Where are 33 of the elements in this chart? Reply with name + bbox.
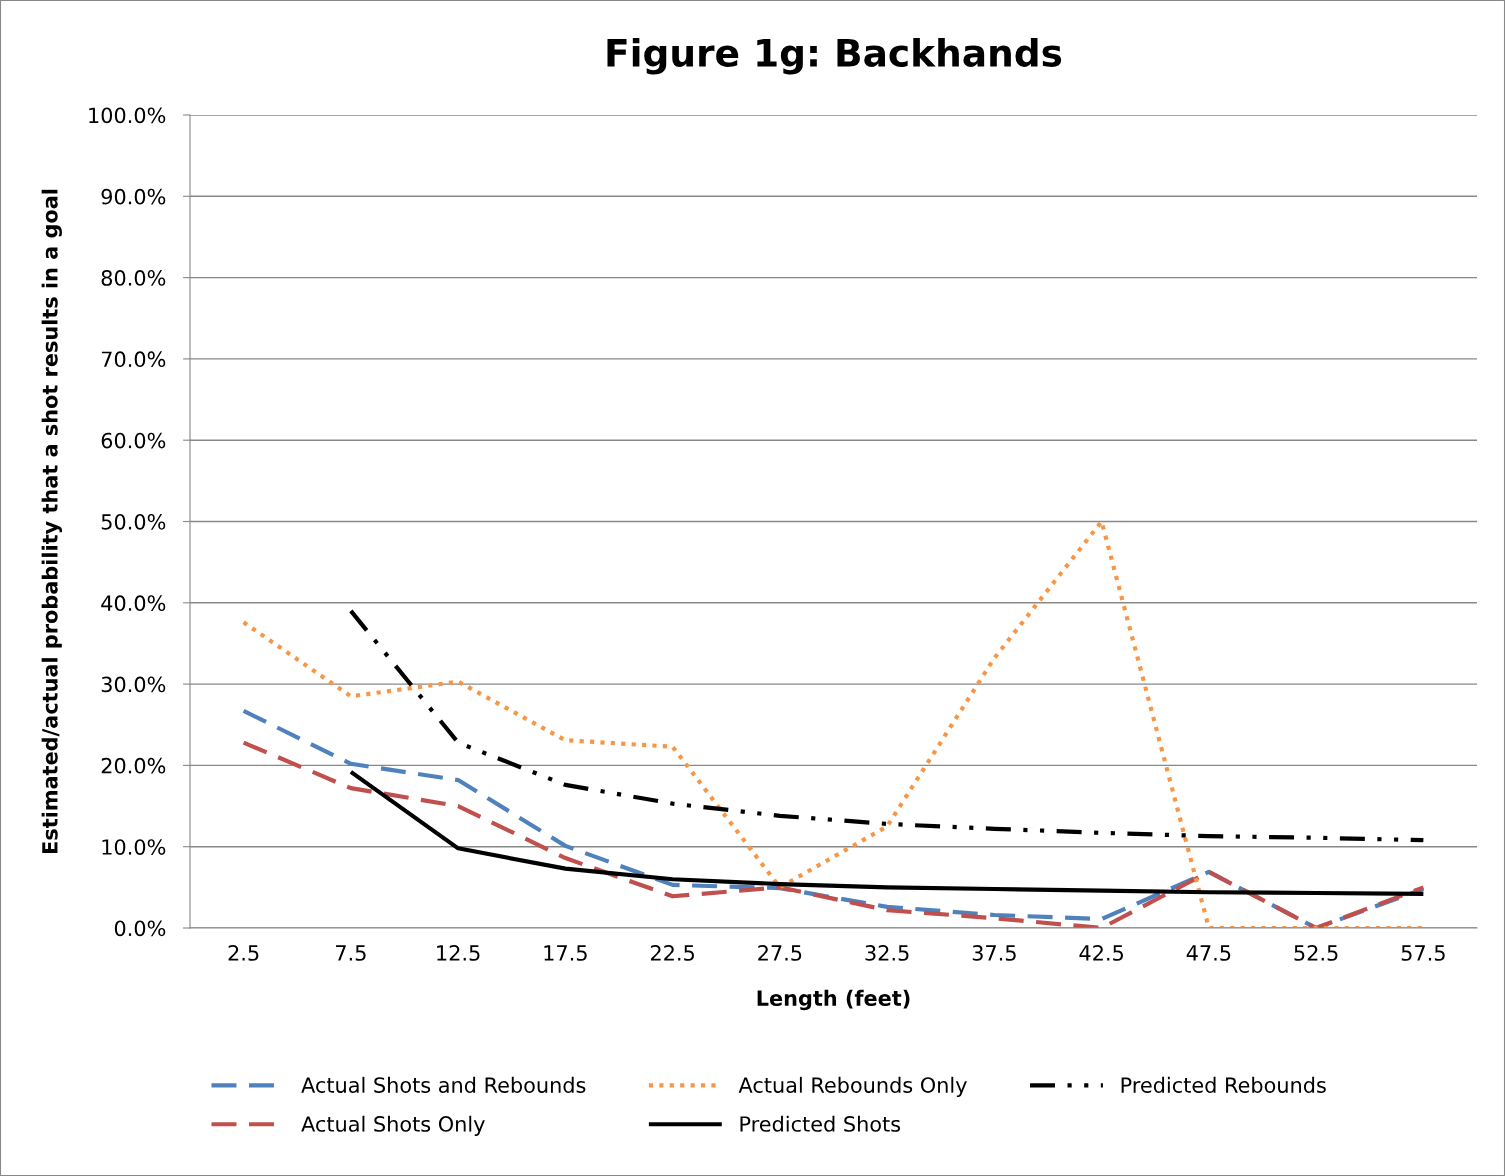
x-tick-label: 27.5 bbox=[758, 945, 802, 961]
legend-label: Actual Rebounds Only bbox=[738, 1076, 967, 1097]
x-tick-label: 22.5 bbox=[650, 945, 694, 961]
legend-label: Actual Shots and Rebounds bbox=[301, 1076, 586, 1093]
x-tick-label: 2.5 bbox=[228, 945, 259, 961]
y-tick-label: 10.0% bbox=[102, 839, 166, 855]
y-tick-label: 60.0% bbox=[101, 432, 166, 449]
x-tick-label: 17.5 bbox=[544, 945, 587, 961]
x-tick-label: 7.5 bbox=[336, 945, 366, 961]
y-tick-label: 70.0% bbox=[101, 351, 166, 368]
x-tick-label: 47.5 bbox=[1186, 945, 1231, 961]
y-tick-label: 20.0% bbox=[101, 757, 166, 774]
chart-title: Figure 1g: Backhands bbox=[607, 37, 1062, 75]
y-tick-label: 0.0% bbox=[114, 920, 166, 937]
y-tick-label: 40.0% bbox=[101, 595, 166, 612]
line-series bbox=[348, 769, 1426, 896]
y-axis-title: Estimated/actual probability that a shot results in a goal bbox=[41, 189, 62, 853]
y-tick-label: 80.0% bbox=[101, 270, 166, 286]
line-series bbox=[348, 608, 1426, 843]
y-tick-label: 30.0% bbox=[101, 676, 166, 693]
legend-label: Predicted Rebounds bbox=[1121, 1076, 1326, 1093]
x-tick-label: 52.5 bbox=[1294, 945, 1338, 961]
legend-label: Predicted Shots bbox=[740, 1115, 901, 1132]
x-tick-label: 57.5 bbox=[1401, 945, 1445, 961]
x-tick-label: 42.5 bbox=[1079, 945, 1123, 961]
legend-label: Actual Shots Only bbox=[301, 1115, 485, 1136]
y-tick-label: 90.0% bbox=[101, 188, 166, 205]
y-tick-label: 50.0% bbox=[101, 513, 166, 530]
x-axis-title: Length (feet) bbox=[757, 989, 910, 1011]
x-tick-label: 12.5 bbox=[437, 945, 480, 961]
y-tick-label: 100.0% bbox=[89, 107, 166, 124]
x-tick-label: 32.5 bbox=[865, 945, 909, 961]
x-tick-label: 37.5 bbox=[972, 945, 1016, 961]
